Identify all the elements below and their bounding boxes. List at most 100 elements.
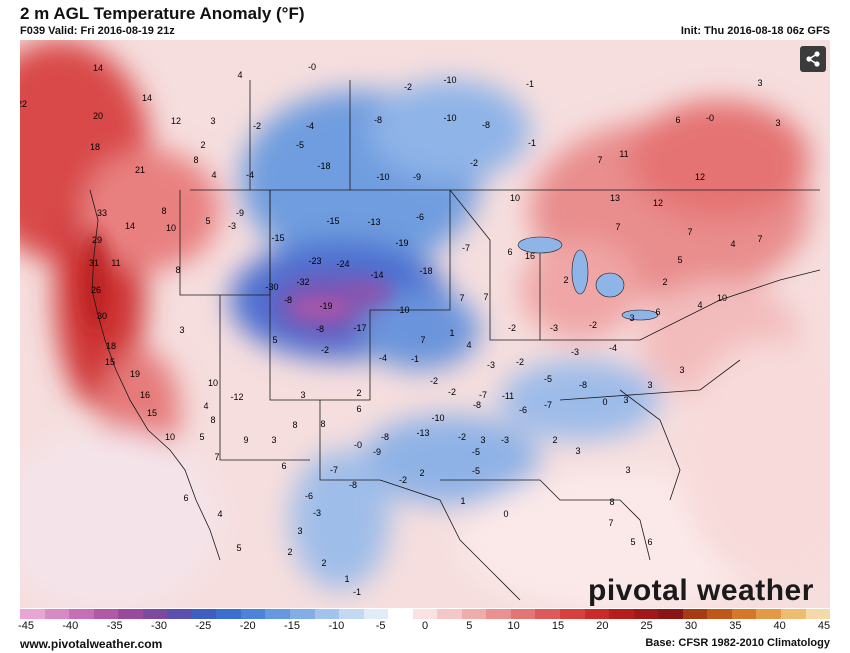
anomaly-value-label: 10: [165, 432, 175, 442]
colorbar-tick-label: 5: [466, 620, 473, 632]
anomaly-value-label: -10: [396, 305, 409, 315]
anomaly-value-label: 2: [356, 388, 361, 398]
anomaly-value-label: 13: [610, 193, 620, 203]
anomaly-value-label: 8: [175, 265, 180, 275]
anomaly-value-label: -2: [470, 158, 478, 168]
colorbar-swatch: [584, 609, 610, 619]
anomaly-value-label: 5: [272, 335, 277, 345]
share-button[interactable]: [800, 46, 826, 72]
colorbar-swatch: [535, 609, 561, 619]
anomaly-value-label: 18: [90, 142, 100, 152]
anomaly-value-label: -12: [230, 392, 243, 402]
anomaly-value-label: 3: [575, 446, 580, 456]
colorbar-tick-label: 20: [596, 620, 609, 632]
anomaly-value-label: 3: [297, 526, 302, 536]
anomaly-value-label: 18: [106, 341, 116, 351]
anomaly-value-label: -10: [376, 172, 389, 182]
anomaly-value-label: 8: [609, 497, 614, 507]
anomaly-value-label: 6: [356, 404, 361, 414]
anomaly-value-label: 1: [449, 328, 454, 338]
anomaly-value-label: 7: [615, 222, 620, 232]
anomaly-label-layer: 221414201218218423-2-4-5-4-18-10-9-8-10-…: [20, 62, 781, 597]
anomaly-value-label: 6: [655, 307, 660, 317]
anomaly-value-label: -2: [516, 357, 524, 367]
colorbar-swatch: [142, 609, 168, 619]
anomaly-value-label: -13: [416, 428, 429, 438]
colorbar-swatch: [633, 609, 659, 619]
anomaly-value-label: -32: [296, 277, 309, 287]
anomaly-value-label: -8: [284, 295, 292, 305]
anomaly-value-label: 15: [147, 408, 157, 418]
anomaly-value-label: 3: [179, 325, 184, 335]
anomaly-value-label: 26: [91, 285, 101, 295]
anomaly-value-label: -8: [579, 380, 587, 390]
colorbar-tick-label: -15: [284, 620, 300, 632]
colorbar-tick-label: -5: [375, 620, 386, 632]
anomaly-value-label: -8: [316, 324, 324, 334]
anomaly-value-label: 4: [466, 340, 471, 350]
init-time: Init: Thu 2016-08-18 06z GFS: [680, 25, 830, 37]
anomaly-value-label: -7: [544, 400, 552, 410]
anomaly-value-label: 4: [237, 70, 242, 80]
anomaly-value-label: -2: [430, 376, 438, 386]
anomaly-value-label: -15: [326, 216, 339, 226]
colorbar-swatch: [265, 609, 291, 619]
anomaly-value-label: -8: [381, 432, 389, 442]
anomaly-value-label: 7: [608, 518, 613, 528]
anomaly-value-label: -9: [373, 447, 381, 457]
anomaly-value-label: 3: [210, 116, 215, 126]
anomaly-value-label: -3: [550, 323, 558, 333]
anomaly-value-label: -30: [265, 282, 278, 292]
colorbar-swatch: [805, 609, 831, 619]
anomaly-value-label: 9: [243, 435, 248, 445]
anomaly-value-label: 2: [200, 140, 205, 150]
anomaly-value-label: -18: [317, 161, 330, 171]
colorbar-swatch: [780, 609, 806, 619]
anomaly-value-label: 8: [210, 415, 215, 425]
anomaly-value-label: -3: [228, 221, 236, 231]
colorbar-swatch: [388, 609, 413, 619]
colorbar-tick-label: 10: [507, 620, 520, 632]
anomaly-value-label: 0: [602, 397, 607, 407]
anomaly-value-label: 5: [630, 537, 635, 547]
anomaly-value-label: 3: [480, 435, 485, 445]
anomaly-value-label: 7: [687, 227, 692, 237]
anomaly-value-label: 8: [161, 206, 166, 216]
anomaly-value-label: -10: [431, 413, 444, 423]
anomaly-value-label: -1: [526, 79, 534, 89]
map-canvas: 221414201218218423-2-4-5-4-18-10-9-8-10-…: [20, 40, 830, 608]
temperature-anomaly-map[interactable]: 221414201218218423-2-4-5-4-18-10-9-8-10-…: [20, 40, 830, 608]
anomaly-value-label: 3: [775, 118, 780, 128]
anomaly-value-label: 8: [193, 155, 198, 165]
colorbar-swatch: [756, 609, 781, 619]
anomaly-value-label: -7: [330, 465, 338, 475]
colorbar-swatch: [609, 609, 634, 619]
anomaly-value-label: -4: [246, 170, 254, 180]
anomaly-value-label: -6: [519, 405, 527, 415]
anomaly-value-label: 6: [281, 461, 286, 471]
anomaly-value-label: -13: [367, 217, 380, 227]
anomaly-value-label: -4: [379, 353, 387, 363]
anomaly-value-label: 14: [125, 221, 135, 231]
anomaly-value-label: -5: [472, 447, 480, 457]
anomaly-value-label: 7: [483, 292, 488, 302]
colorbar-swatch: [731, 609, 757, 619]
anomaly-value-label: -24: [336, 259, 349, 269]
anomaly-value-label: 4: [697, 300, 702, 310]
colorbar-swatch: [658, 609, 683, 619]
anomaly-value-label: 6: [675, 115, 680, 125]
anomaly-value-label: -8: [374, 115, 382, 125]
anomaly-value-label: -5: [544, 374, 552, 384]
anomaly-value-label: 2: [552, 435, 557, 445]
anomaly-value-label: -3: [501, 435, 509, 445]
anomaly-value-label: 4: [217, 509, 222, 519]
colorbar-tick-label: 0: [421, 620, 429, 632]
anomaly-value-label: 3: [271, 435, 276, 445]
website-link[interactable]: www.pivotalweather.com: [20, 637, 163, 651]
anomaly-value-label: -2: [508, 323, 516, 333]
anomaly-value-label: -5: [472, 466, 480, 476]
anomaly-value-label: 29: [92, 235, 102, 245]
colorbar-tick-label: -40: [62, 620, 79, 632]
anomaly-value-label: -8: [349, 480, 357, 490]
anomaly-value-label: -4: [609, 343, 617, 353]
